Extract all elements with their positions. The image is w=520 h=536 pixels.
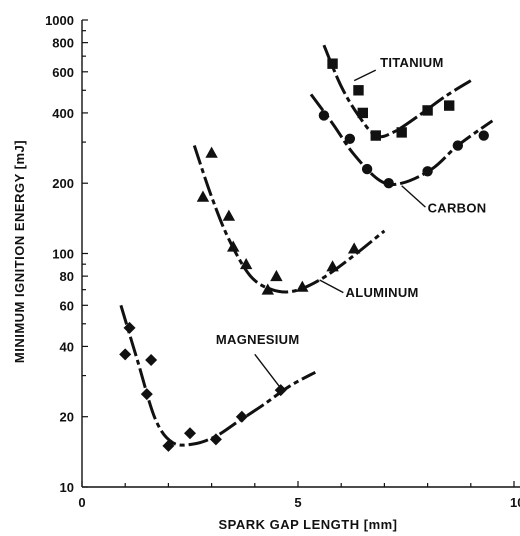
titanium-marker <box>370 130 381 141</box>
y-tick-label: 60 <box>60 298 74 313</box>
carbon-curve <box>309 93 494 187</box>
titanium-marker <box>327 58 338 69</box>
magnesium-marker <box>162 439 175 452</box>
magnesium-label: MAGNESIUM <box>216 332 300 347</box>
y-tick-label: 800 <box>52 36 74 51</box>
magnesium-marker <box>209 433 222 446</box>
aluminum-marker <box>347 242 361 254</box>
aluminum-marker <box>326 260 339 272</box>
carbon-marker <box>361 163 373 175</box>
magnesium-curve <box>119 304 317 447</box>
carbon-marker <box>478 130 489 141</box>
carbon-leader-line <box>401 185 426 208</box>
magnesium-marker <box>123 321 136 334</box>
curves-layer <box>119 44 494 447</box>
aluminum-marker <box>261 283 274 295</box>
aluminum-marker <box>270 269 283 282</box>
y-tick-label: 10 <box>60 480 74 495</box>
aluminum-label: ALUMINUM <box>346 285 419 300</box>
y-tick-label: 1000 <box>45 13 74 28</box>
x-tick-label: 5 <box>294 495 301 510</box>
labels-layer: TITANIUM CARBON ALUMINUM MAGNESIUM <box>216 55 487 389</box>
magnesium-marker <box>184 427 196 440</box>
y-tick-label: 20 <box>60 410 74 425</box>
x-tick-label: 0 <box>78 495 85 510</box>
magnesium-marker <box>145 353 158 366</box>
titanium-label: TITANIUM <box>380 55 444 70</box>
carbon-label: CARBON <box>428 200 487 215</box>
carbon-marker <box>452 140 464 151</box>
aluminum-marker <box>222 209 236 221</box>
magnesium-marker <box>119 348 132 361</box>
magnesium-marker <box>274 384 287 397</box>
carbon-marker <box>422 166 433 177</box>
magnesium-marker <box>140 388 153 401</box>
markers-layer <box>119 58 489 452</box>
aluminum-marker <box>205 146 218 158</box>
x-axis-title: SPARK GAP LENGTH [mm] <box>218 517 397 532</box>
y-tick-label: 100 <box>52 247 74 262</box>
y-axis-title: MINIMUM IGNITION ENERGY [mJ] <box>12 140 27 363</box>
aluminum-curve <box>192 145 386 294</box>
aluminum-marker <box>196 190 210 202</box>
axes-layer: 10 20 40 60 80 100 200 400 600 800 1000 0 5 10 SPARK G… <box>12 13 520 532</box>
carbon-marker <box>344 133 356 144</box>
y-tick-label: 400 <box>52 106 74 121</box>
y-tick-label: 600 <box>52 65 74 80</box>
magnesium-marker <box>235 410 248 423</box>
titanium-marker <box>422 105 433 116</box>
magnesium-leader-line <box>254 353 282 389</box>
y-tick-label: 80 <box>60 269 74 284</box>
x-tick-label: 10 <box>510 495 520 510</box>
carbon-marker <box>383 178 394 189</box>
aluminum-marker <box>296 280 309 292</box>
y-tick-label: 40 <box>60 339 74 354</box>
aluminum-marker <box>227 240 240 252</box>
y-tick-label: 200 <box>52 176 74 191</box>
titanium-leader-line <box>353 69 377 82</box>
titanium-curve <box>322 44 472 139</box>
aluminum-marker <box>239 257 253 270</box>
titanium-marker <box>353 85 364 96</box>
titanium-marker <box>396 127 407 138</box>
carbon-marker <box>318 110 330 121</box>
aluminum-leader-line <box>319 279 344 294</box>
titanium-marker <box>444 100 455 111</box>
titanium-marker <box>357 107 368 119</box>
